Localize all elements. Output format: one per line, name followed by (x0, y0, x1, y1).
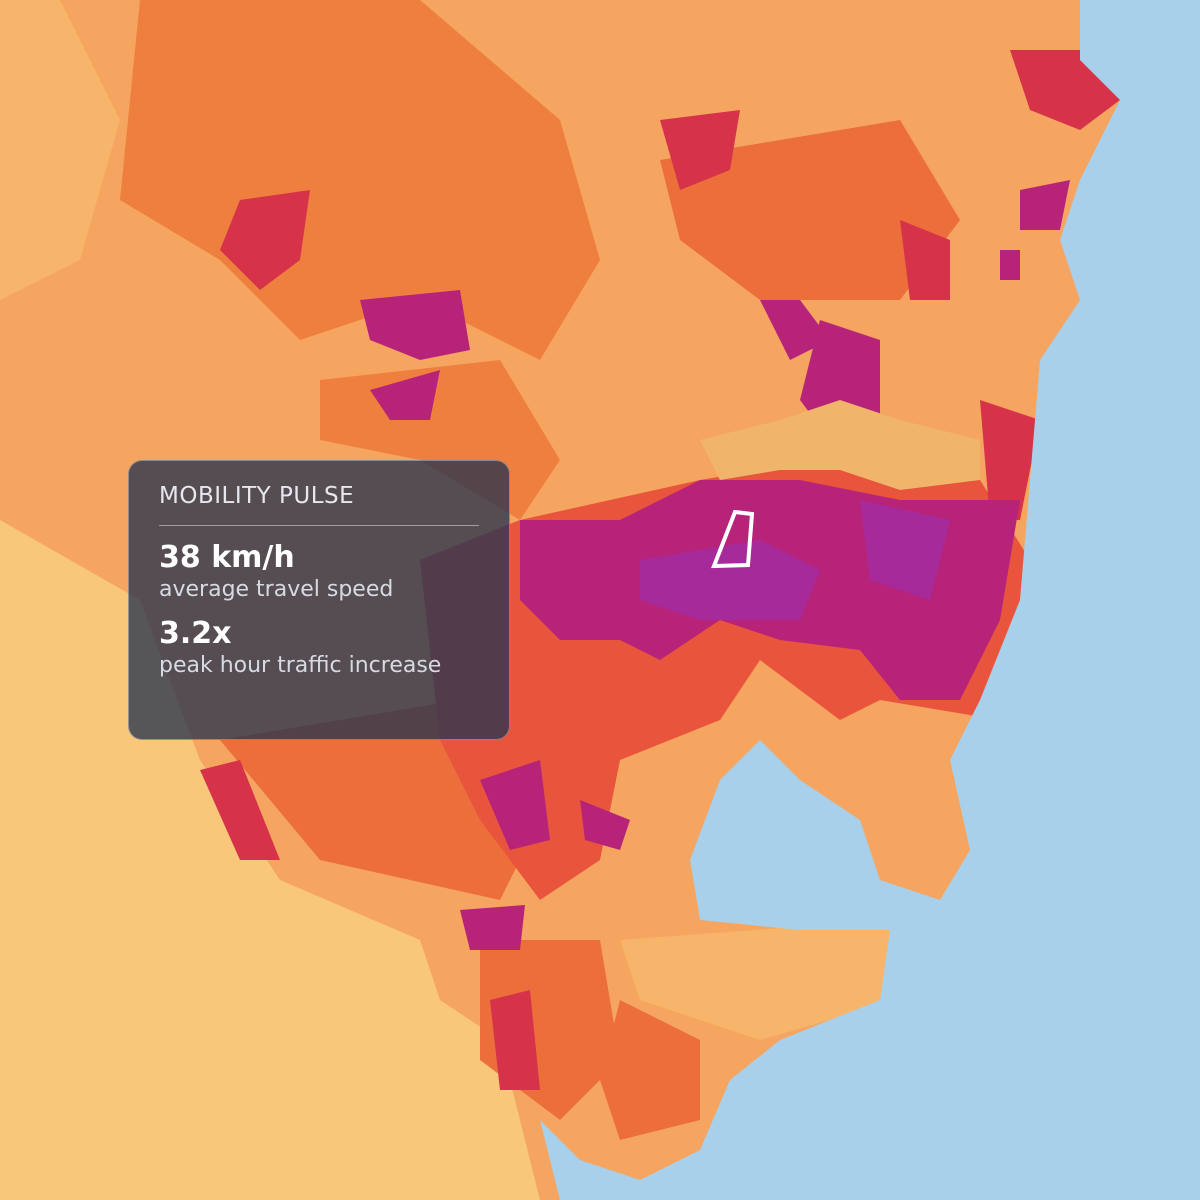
stat-value: 38 km/h (159, 540, 295, 575)
ocean (540, 0, 1200, 1200)
stat-label: average travel speed (159, 577, 394, 602)
zone-purple (640, 500, 950, 620)
stat-label: peak hour traffic increase (159, 653, 442, 678)
panel-title: MOBILITY PULSE (159, 483, 479, 526)
harbour-shore (700, 400, 980, 490)
info-panel: MOBILITY PULSE 38 km/h average travel sp… (128, 460, 510, 740)
stat-value: 3.2x (159, 616, 232, 651)
selected-area[interactable] (711, 509, 755, 569)
zone-orange (120, 0, 600, 520)
zone-light (0, 0, 900, 1040)
zone-orange-dark (220, 120, 960, 1140)
